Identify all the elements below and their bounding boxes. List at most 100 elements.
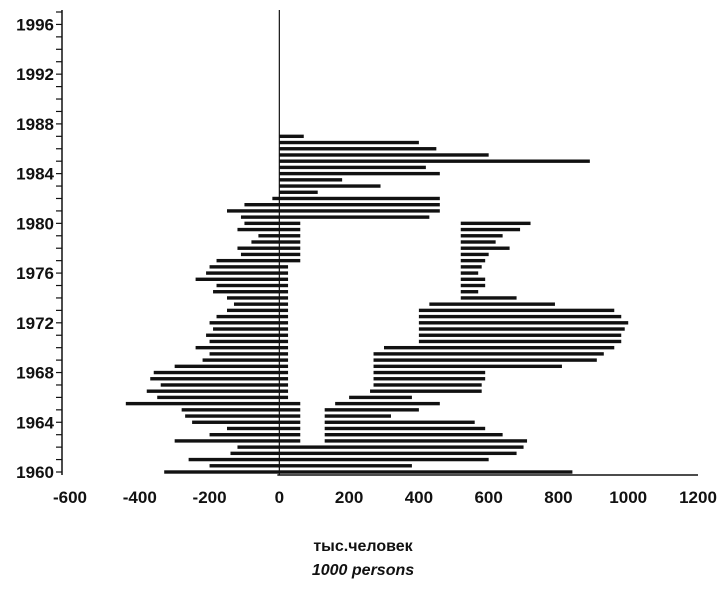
bar-segment [324, 414, 391, 418]
bar-segment [370, 389, 482, 393]
bar-segment [279, 252, 301, 257]
bar-segment [373, 358, 597, 362]
bar-segment [460, 265, 482, 269]
bar-segment [279, 358, 289, 362]
bar-segment [237, 445, 280, 449]
bar-segment [240, 252, 280, 257]
bar-segment [279, 209, 440, 213]
bar-segment [125, 401, 280, 406]
x-tick-label: 1000 [609, 488, 647, 507]
bar-segment [209, 265, 280, 269]
bar-segment [188, 457, 280, 462]
bar-segment [216, 283, 280, 288]
bar-segment [373, 364, 562, 369]
bar-segment [279, 389, 289, 393]
bar-segment [209, 433, 280, 437]
y-tick-label: 1996 [16, 15, 54, 34]
bar-segment [279, 203, 440, 207]
bar-segment [279, 439, 301, 443]
bar-segment [279, 426, 301, 431]
bar-segment [460, 277, 486, 281]
bar-segment [181, 408, 280, 412]
y-tick-label: 1988 [16, 115, 54, 134]
bar-segment [279, 290, 289, 294]
x-tick-label: 600 [474, 488, 502, 507]
bar-segment [206, 333, 280, 337]
bar-segment [272, 196, 280, 201]
bar-segment [460, 234, 503, 238]
bar-segment [429, 302, 555, 306]
bar-segment [279, 153, 489, 157]
bar-segment [279, 333, 289, 337]
bar-segment [279, 445, 524, 449]
bar-segment [227, 296, 280, 300]
y-tick-label: 1972 [16, 314, 54, 333]
bar-segment [227, 426, 280, 431]
bar-segment [279, 339, 289, 344]
bar-segment [213, 327, 280, 331]
bar-segment [335, 401, 440, 406]
bar-segment [174, 439, 280, 443]
bar-segment [153, 370, 280, 375]
bar-segment [418, 321, 629, 325]
bar-segment [279, 370, 289, 375]
bar-segment [279, 221, 301, 226]
bar-segment [279, 414, 301, 418]
bar-segment [146, 389, 280, 393]
bar-segment [418, 339, 622, 344]
bar-segment [279, 184, 381, 188]
bar-segment [279, 296, 289, 300]
bar-segment [258, 234, 280, 238]
bar-segment [279, 277, 289, 281]
bar-segment [279, 451, 517, 456]
bar-segment [174, 364, 280, 369]
bar-segment [279, 383, 289, 387]
bar-segment [418, 308, 615, 313]
bar-segment [213, 290, 280, 294]
y-tick-label: 1980 [16, 214, 54, 233]
bar-segment [279, 147, 437, 151]
bar-segment [237, 246, 280, 250]
bar-segment [460, 252, 489, 257]
y-tick-label: 1964 [16, 413, 54, 432]
bar-segment [460, 283, 486, 288]
bar-segment [279, 140, 419, 145]
bar-segment [324, 426, 486, 431]
x-axis-label: тыс.человек [313, 538, 413, 555]
bar-segment [279, 215, 430, 219]
bar-segment [195, 277, 280, 281]
bars-group [125, 134, 629, 474]
bar-segment [279, 258, 301, 263]
x-tick-label: 1200 [679, 488, 717, 507]
x-tick-label: -200 [193, 488, 227, 507]
bar-segment [460, 246, 510, 250]
x-tick-label: -400 [123, 488, 157, 507]
x-axis-label-english: 1000 persons [311, 562, 415, 579]
bar-segment [279, 420, 301, 424]
bar-segment [373, 370, 486, 375]
bar-segment [460, 227, 521, 232]
bar-segment [279, 395, 289, 400]
bar-segment [279, 470, 573, 474]
bar-segment [460, 296, 517, 300]
bar-segment [460, 221, 531, 226]
bar-segment [279, 196, 440, 201]
bar-segment [230, 451, 280, 456]
bar-segment [373, 352, 604, 356]
bar-segment [244, 203, 280, 207]
bar-segment [279, 302, 289, 306]
bar-segment [279, 401, 301, 406]
bar-segment [279, 171, 440, 176]
bar-segment [209, 464, 280, 468]
bar-segment [233, 302, 280, 306]
bar-segment [384, 345, 615, 350]
bar-segment [279, 345, 289, 350]
y-tick-label: 1992 [16, 65, 54, 84]
bar-segment [185, 414, 280, 418]
bar-segment [373, 377, 486, 381]
bar-segment [240, 215, 280, 219]
bar-segment [279, 321, 289, 325]
bar-segment [460, 271, 479, 275]
bar-segment [279, 457, 489, 462]
